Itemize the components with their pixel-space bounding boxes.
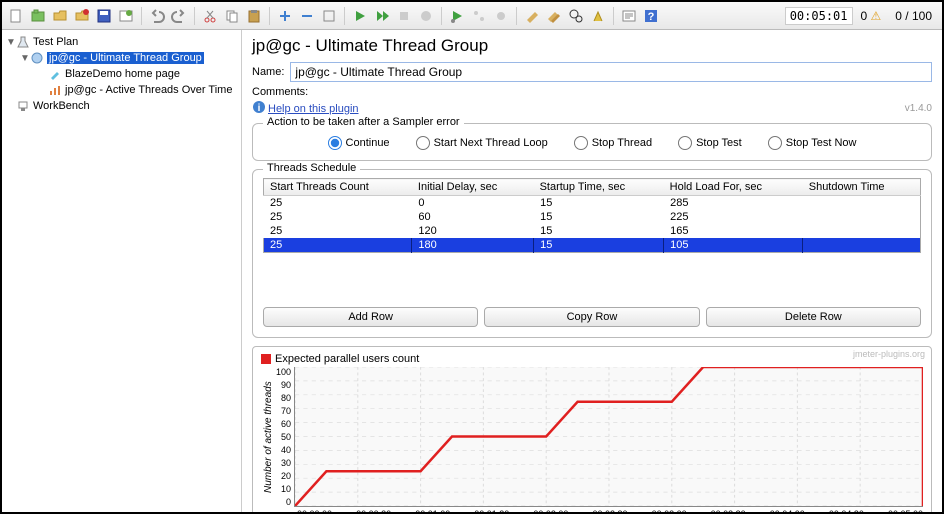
close-icon[interactable] — [72, 6, 92, 26]
tree-workbench[interactable]: WorkBench — [2, 98, 241, 114]
start-icon[interactable] — [350, 6, 370, 26]
chart-icon — [48, 83, 62, 97]
chart-panel: jmeter-plugins.org Expected parallel use… — [252, 346, 932, 512]
paste-icon[interactable] — [244, 6, 264, 26]
start-no-timers-icon[interactable] — [372, 6, 392, 26]
pipette-icon — [48, 67, 62, 81]
remote-stop-icon[interactable] — [469, 6, 489, 26]
remote-shutdown-icon[interactable] — [491, 6, 511, 26]
svg-text:?: ? — [648, 11, 655, 23]
col-header[interactable]: Initial Delay, sec — [412, 179, 534, 196]
elapsed-timer: 00:05:01 — [785, 7, 853, 25]
y-axis-label: Number of active threads — [261, 367, 276, 507]
name-label: Name: — [252, 66, 284, 78]
y-ticks: 1009080706050403020100 — [276, 367, 294, 507]
search-icon[interactable] — [566, 6, 586, 26]
help-icon[interactable]: ? — [641, 6, 661, 26]
schedule-legend: Threads Schedule — [263, 162, 360, 174]
radio-stop-test-now[interactable]: Stop Test Now — [768, 136, 857, 150]
col-header[interactable]: Start Threads Count — [264, 179, 412, 196]
tree-item-listener[interactable]: jp@gc - Active Threads Over Time — [2, 82, 241, 98]
tree-item-sampler[interactable]: BlazeDemo home page — [2, 66, 241, 82]
action-on-error-group: Action to be taken after a Sampler error… — [252, 123, 932, 161]
delete-row-button[interactable]: Delete Row — [706, 307, 921, 327]
copy-row-button[interactable]: Copy Row — [484, 307, 699, 327]
stop-icon[interactable] — [394, 6, 414, 26]
workbench-icon — [16, 99, 30, 113]
warning-icon: ⚠ — [871, 9, 882, 23]
cut-icon[interactable] — [200, 6, 220, 26]
toolbar: ? 00:05:01 0 ⚠ 0 / 100 — [2, 2, 942, 30]
legend-label: Expected parallel users count — [275, 353, 419, 365]
add-row-button[interactable]: Add Row — [263, 307, 478, 327]
test-tree[interactable]: ▼ Test Plan ▼ jp@gc - Ultimate Thread Gr… — [2, 30, 242, 512]
radio-continue[interactable]: Continue — [328, 136, 390, 150]
beaker-icon — [16, 35, 30, 49]
shutdown-icon[interactable] — [416, 6, 436, 26]
info-icon: i — [252, 100, 266, 117]
redo-icon[interactable] — [169, 6, 189, 26]
remove-icon[interactable] — [297, 6, 317, 26]
tree-root[interactable]: ▼ Test Plan — [2, 34, 241, 50]
thread-group-icon — [30, 51, 44, 65]
save-icon[interactable] — [94, 6, 114, 26]
thread-status: 0 / 100 — [889, 9, 938, 23]
action-legend: Action to be taken after a Sampler error — [263, 116, 464, 128]
svg-text:i: i — [258, 103, 261, 114]
clear-all-icon[interactable] — [544, 6, 564, 26]
tree-item-thread-group[interactable]: ▼ jp@gc - Ultimate Thread Group — [2, 50, 241, 66]
schedule-table[interactable]: Start Threads CountInitial Delay, secSta… — [263, 178, 921, 253]
table-row[interactable]: 2512015165 — [264, 224, 921, 238]
col-header[interactable]: Startup Time, sec — [534, 179, 664, 196]
table-row[interactable]: 25015285 — [264, 196, 921, 211]
page-title: jp@gc - Ultimate Thread Group — [252, 36, 932, 56]
x-ticks: 00:00:0000:00:3000:01:0000:01:3000:02:00… — [297, 509, 923, 512]
chart-plot — [294, 367, 923, 507]
templates-icon[interactable] — [28, 6, 48, 26]
threads-schedule-group: Threads Schedule Start Threads CountInit… — [252, 169, 932, 338]
add-icon[interactable] — [275, 6, 295, 26]
help-link[interactable]: Help on this plugin — [268, 103, 359, 115]
table-row[interactable]: 256015225 — [264, 210, 921, 224]
remote-start-icon[interactable] — [447, 6, 467, 26]
reset-search-icon[interactable] — [588, 6, 608, 26]
clear-icon[interactable] — [522, 6, 542, 26]
warning-count: 0 ⚠ — [855, 9, 888, 23]
radio-stop-thread[interactable]: Stop Thread — [574, 136, 652, 150]
name-input[interactable] — [290, 62, 932, 82]
version-label: v1.4.0 — [905, 103, 932, 114]
chart-branding: jmeter-plugins.org — [853, 349, 925, 359]
table-row[interactable]: 2518015105 — [264, 238, 921, 253]
col-header[interactable]: Shutdown Time — [803, 179, 921, 196]
toggle-icon[interactable] — [319, 6, 339, 26]
radio-stop-test[interactable]: Stop Test — [678, 136, 742, 150]
copy-icon[interactable] — [222, 6, 242, 26]
new-icon[interactable] — [6, 6, 26, 26]
comments-label: Comments: — [252, 86, 932, 98]
save-as-icon[interactable] — [116, 6, 136, 26]
col-header[interactable]: Hold Load For, sec — [664, 179, 803, 196]
undo-icon[interactable] — [147, 6, 167, 26]
content-panel: jp@gc - Ultimate Thread Group Name: Comm… — [242, 30, 942, 512]
legend-swatch — [261, 354, 271, 364]
function-helper-icon[interactable] — [619, 6, 639, 26]
open-icon[interactable] — [50, 6, 70, 26]
radio-start-next-thread-loop[interactable]: Start Next Thread Loop — [416, 136, 548, 150]
